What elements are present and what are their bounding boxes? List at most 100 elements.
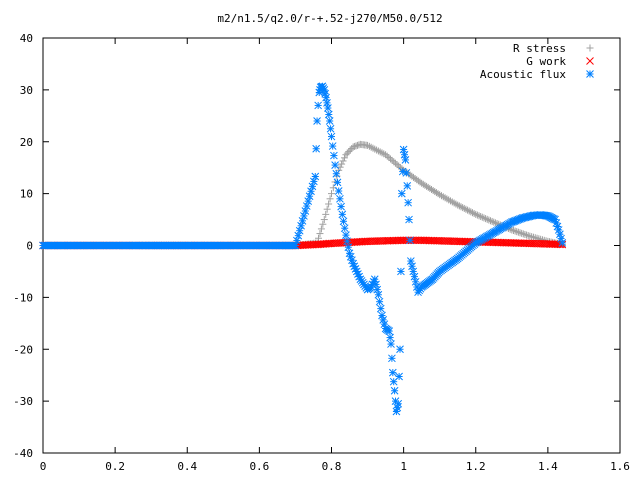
data-point bbox=[293, 236, 301, 245]
series-acoustic-flux bbox=[39, 82, 567, 416]
data-point bbox=[375, 297, 384, 306]
data-point bbox=[518, 229, 526, 237]
data-point bbox=[409, 267, 418, 276]
y-tick-label: -40 bbox=[13, 447, 33, 460]
data-point bbox=[340, 224, 349, 233]
data-point bbox=[556, 230, 564, 239]
data-point bbox=[338, 210, 347, 219]
data-point bbox=[374, 290, 383, 299]
data-point bbox=[376, 304, 385, 313]
data-point bbox=[524, 232, 532, 240]
data-point bbox=[472, 210, 480, 218]
data-point bbox=[325, 117, 334, 125]
data-point bbox=[343, 149, 351, 157]
data-point bbox=[373, 146, 381, 154]
data-point bbox=[519, 230, 527, 238]
data-point bbox=[441, 194, 449, 202]
data-point bbox=[450, 199, 458, 207]
data-point bbox=[320, 216, 328, 224]
data-point bbox=[483, 215, 491, 223]
data-point bbox=[443, 195, 451, 203]
data-point bbox=[336, 194, 344, 203]
data-point bbox=[324, 104, 332, 112]
chart-title: m2/n1.5/q2.0/r-+.52-j270/M50.0/512 bbox=[217, 12, 442, 25]
x-tick-label: 0.4 bbox=[177, 460, 197, 473]
data-point bbox=[323, 205, 331, 213]
data-point bbox=[459, 204, 467, 212]
data-point bbox=[406, 236, 414, 245]
x-tick-label: 1.2 bbox=[466, 460, 486, 473]
data-point bbox=[365, 142, 373, 150]
data-point bbox=[297, 221, 305, 230]
data-point bbox=[487, 217, 495, 225]
data-point bbox=[325, 200, 333, 208]
data-point bbox=[445, 196, 453, 204]
y-tick-label: 0 bbox=[26, 240, 33, 253]
data-point bbox=[300, 212, 308, 220]
data-point bbox=[401, 156, 410, 164]
x-tick-label: 1.4 bbox=[538, 460, 558, 473]
data-point bbox=[454, 201, 462, 209]
data-point bbox=[340, 154, 348, 162]
x-tick-label: 0.6 bbox=[249, 460, 269, 473]
data-point bbox=[521, 230, 529, 238]
data-point bbox=[373, 285, 382, 294]
y-tick-label: -20 bbox=[13, 343, 33, 356]
data-point bbox=[351, 142, 359, 150]
x-tick-label: 0 bbox=[40, 460, 47, 473]
data-point bbox=[437, 192, 445, 200]
data-point bbox=[467, 208, 475, 216]
data-point bbox=[514, 228, 522, 236]
data-point bbox=[328, 190, 335, 198]
data-point bbox=[473, 211, 481, 219]
data-point bbox=[408, 262, 416, 271]
data-point bbox=[529, 233, 537, 241]
data-point bbox=[326, 124, 335, 133]
data-point bbox=[477, 212, 485, 220]
data-point bbox=[378, 311, 386, 320]
data-point bbox=[462, 205, 470, 213]
data-point bbox=[398, 167, 407, 176]
data-point bbox=[410, 272, 419, 281]
y-tick-label: 40 bbox=[20, 32, 33, 45]
y-tick-label: -10 bbox=[13, 291, 33, 304]
data-point bbox=[493, 220, 501, 228]
data-point bbox=[343, 237, 351, 246]
data-point bbox=[369, 144, 377, 152]
data-point bbox=[339, 217, 348, 226]
data-point bbox=[294, 231, 303, 240]
data-point bbox=[342, 231, 350, 239]
data-point bbox=[397, 267, 405, 276]
data-point bbox=[490, 218, 498, 226]
data-point bbox=[338, 160, 346, 168]
data-point bbox=[508, 226, 516, 234]
data-point bbox=[385, 327, 394, 335]
data-point bbox=[311, 172, 320, 181]
data-point bbox=[342, 151, 350, 159]
data-point bbox=[295, 226, 304, 235]
y-tick-label: -30 bbox=[13, 395, 33, 408]
data-point bbox=[317, 225, 325, 233]
data-point bbox=[316, 230, 324, 238]
data-point bbox=[388, 354, 396, 363]
data-point bbox=[436, 191, 444, 199]
data-point bbox=[523, 231, 531, 239]
data-point bbox=[386, 333, 394, 342]
data-point bbox=[307, 187, 315, 196]
data-point bbox=[301, 207, 310, 215]
data-point bbox=[411, 277, 420, 286]
data-point bbox=[485, 216, 493, 224]
legend-marker bbox=[586, 70, 594, 78]
data-point bbox=[319, 220, 327, 228]
data-point bbox=[465, 207, 473, 215]
data-point bbox=[516, 229, 524, 237]
data-point bbox=[291, 241, 300, 250]
data-point bbox=[308, 182, 317, 191]
data-point bbox=[327, 132, 336, 141]
data-point bbox=[337, 202, 345, 211]
data-point bbox=[491, 219, 499, 227]
data-point bbox=[298, 217, 307, 225]
x-tick-label: 0.8 bbox=[322, 460, 342, 473]
data-point bbox=[478, 213, 486, 221]
